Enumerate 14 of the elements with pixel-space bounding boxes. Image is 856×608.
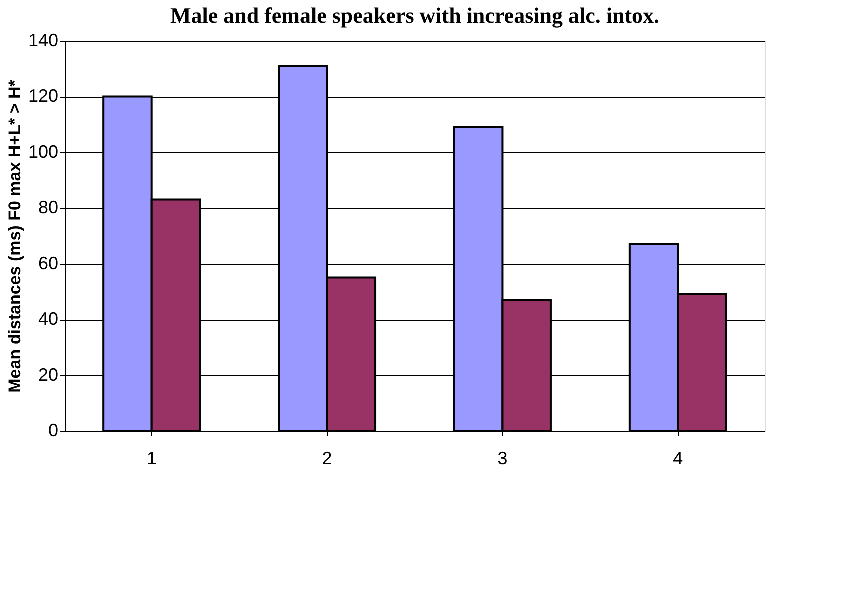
y-tick-label: 120 xyxy=(28,86,58,106)
y-tick-label: 20 xyxy=(38,364,58,385)
y-axis-title: Mean distances (ms) F0 max H+L* > H* xyxy=(5,80,24,393)
y-tick-label: 40 xyxy=(38,309,58,330)
y-tick-label: 100 xyxy=(28,142,58,162)
y-tick-label: 140 xyxy=(28,30,58,50)
chart-title: Male and female speakers with increasing alc. intox. xyxy=(170,3,660,28)
x-tick-label: 3 xyxy=(498,448,508,468)
y-tick-label: 80 xyxy=(38,198,58,218)
x-tick-label: 1 xyxy=(146,448,157,468)
y-tick-label: 60 xyxy=(38,253,58,274)
y-tick-label: 0 xyxy=(48,420,58,440)
x-tick-label: 4 xyxy=(673,448,684,468)
x-tick-label: 2 xyxy=(322,448,332,468)
